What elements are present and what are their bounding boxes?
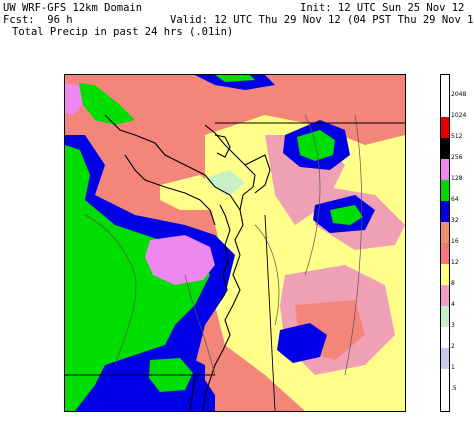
terrain-contours [84, 114, 362, 376]
precip-region-8in-wisp [160, 175, 225, 210]
legend-swatch [441, 180, 449, 201]
precip-legend [440, 74, 450, 412]
legend-swatch [441, 264, 449, 285]
legend-label: 4 [451, 301, 455, 308]
legend-label: 2 [451, 343, 455, 350]
precip-region-128in [145, 235, 215, 285]
valid-time: Valid: 12 UTC Thu 29 Nov 12 (04 PST Thu … [170, 14, 474, 26]
precip-region-64in-nw [79, 83, 135, 125]
legend-swatch [441, 306, 449, 327]
precip-region-32in-south [277, 323, 327, 363]
legend-swatch [441, 138, 449, 159]
precip-map [64, 74, 406, 412]
legend-label: 32 [451, 217, 459, 224]
forecast-hour: Fcst: 96 h [3, 14, 73, 26]
legend-label: 256 [451, 154, 463, 161]
legend-swatch [441, 75, 449, 96]
precip-region-32in-north [195, 75, 275, 90]
political-borders [65, 122, 405, 411]
legend-swatch [441, 285, 449, 306]
legend-label: 512 [451, 133, 463, 140]
legend-swatch [441, 222, 449, 243]
precip-region-128in-corner [65, 83, 83, 115]
precip-region-64in-west [65, 145, 210, 411]
legend-label: 16 [451, 238, 459, 245]
legend-label: 1024 [451, 112, 467, 119]
legend-label: .5 [451, 385, 457, 392]
legend-swatch [441, 369, 449, 390]
legend-swatch [441, 243, 449, 264]
precip-region-64in-north [215, 75, 255, 82]
legend-swatch [441, 201, 449, 222]
model-title: UW WRF-GFS 12km Domain [3, 2, 143, 14]
legend-swatch [441, 390, 449, 411]
legend-label: 128 [451, 175, 463, 182]
legend-swatch [441, 159, 449, 180]
legend-swatch [441, 96, 449, 117]
legend-label: 3 [451, 322, 455, 329]
legend-swatch [441, 327, 449, 348]
init-time: Init: 12 UTC Sun 25 Nov 12 [300, 2, 465, 14]
legend-label: 8 [451, 280, 455, 287]
precip-map-svg [65, 75, 405, 411]
legend-label: 12 [451, 259, 459, 266]
precip-region-64in-east [330, 205, 363, 225]
field-title: Total Precip in past 24 hrs (.01in) [12, 26, 234, 38]
legend-label: 2048 [451, 91, 467, 98]
coastline [104, 114, 271, 411]
legend-swatch [441, 117, 449, 138]
legend-label: 64 [451, 196, 459, 203]
legend-label: 1 [451, 364, 455, 371]
legend-swatch [441, 348, 449, 369]
